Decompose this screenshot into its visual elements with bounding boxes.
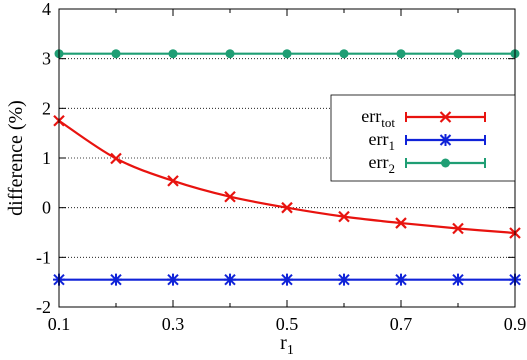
- data-point: [281, 273, 293, 286]
- data-point: [167, 175, 179, 187]
- marker-stroke: [167, 273, 179, 286]
- data-point: [167, 273, 179, 286]
- marker-stroke: [395, 273, 407, 286]
- legend-label: errtot: [361, 106, 395, 130]
- y-tick-label: 2: [42, 98, 51, 118]
- marker-dot: [339, 49, 349, 59]
- data-point: [453, 49, 463, 59]
- marker-dot: [441, 158, 450, 168]
- data-point: [395, 217, 407, 229]
- legend-label: err2: [369, 152, 395, 176]
- marker-dot: [453, 49, 463, 59]
- x-tick-label: 0.1: [48, 314, 71, 334]
- marker-stroke: [224, 273, 236, 286]
- marker-stroke: [110, 273, 122, 286]
- y-axis-label: difference (%): [5, 100, 27, 216]
- data-point: [110, 273, 122, 286]
- data-point: [224, 190, 236, 203]
- data-point: [111, 49, 121, 59]
- data-point: [225, 49, 235, 59]
- marker-stroke: [281, 273, 293, 286]
- data-point: [452, 222, 464, 235]
- x-axis-label: r1: [280, 332, 294, 358]
- y-tick-label: -1: [36, 247, 51, 267]
- marker-stroke: [281, 201, 293, 214]
- marker-stroke: [395, 217, 407, 229]
- x-tick-label: 0.5: [276, 314, 299, 334]
- data-point: [282, 49, 292, 59]
- marker-dot: [282, 49, 292, 59]
- marker-stroke: [439, 134, 452, 146]
- data-point: [395, 273, 407, 286]
- legend-marker: [441, 158, 450, 168]
- legend-label: err1: [369, 129, 395, 153]
- legend-box: [330, 94, 516, 182]
- y-tick-label: 4: [42, 0, 51, 19]
- marker-dot: [225, 49, 235, 59]
- data-point: [224, 273, 236, 286]
- marker-stroke: [167, 175, 179, 187]
- x-tick-label: 0.7: [390, 314, 413, 334]
- marker-dot: [111, 49, 121, 59]
- legend-marker: [439, 111, 452, 123]
- axis-ticks: -2 -1 0 1 2 3 4 0.1 0.3 0.5 0.7 0.9: [36, 0, 526, 334]
- series-3: [54, 49, 520, 59]
- marker-dot: [396, 49, 406, 59]
- marker-stroke: [110, 152, 122, 165]
- y-tick-label: 0: [42, 198, 51, 218]
- y-tick-label: 3: [42, 49, 51, 69]
- marker-stroke: [452, 273, 464, 286]
- y-tick-label: 1: [42, 148, 51, 168]
- series-2: [53, 273, 521, 286]
- data-point: [338, 210, 350, 223]
- marker-stroke: [338, 210, 350, 223]
- x-tick-label: 0.9: [504, 314, 527, 334]
- marker-dot: [168, 49, 178, 59]
- data-point: [452, 273, 464, 286]
- marker-stroke: [452, 222, 464, 235]
- data-point: [396, 49, 406, 59]
- marker-stroke: [338, 273, 350, 286]
- series-layer: [53, 49, 521, 286]
- marker-stroke: [224, 190, 236, 203]
- data-point: [168, 49, 178, 59]
- data-point: [281, 201, 293, 214]
- data-point: [339, 49, 349, 59]
- legend-marker: [439, 134, 452, 146]
- y-tick-label: -2: [36, 297, 51, 317]
- data-point: [110, 152, 122, 165]
- series-1: [53, 114, 521, 239]
- marker-stroke: [439, 111, 452, 123]
- x-tick-label: 0.3: [162, 314, 185, 334]
- data-point: [338, 273, 350, 286]
